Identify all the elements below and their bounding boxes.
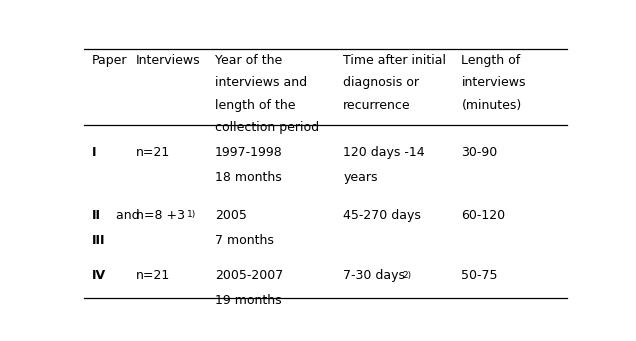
Text: length of the: length of the	[215, 99, 296, 112]
Text: and: and	[111, 209, 139, 222]
Text: interviews: interviews	[462, 76, 526, 89]
Text: 1): 1)	[187, 210, 196, 219]
Text: 1997-1998: 1997-1998	[215, 146, 283, 159]
Text: (minutes): (minutes)	[462, 99, 522, 112]
Text: 120 days -14: 120 days -14	[343, 146, 425, 159]
Text: recurrence: recurrence	[343, 99, 411, 112]
Text: Length of: Length of	[462, 54, 521, 67]
Text: 45-270 days: 45-270 days	[343, 209, 421, 222]
Text: diagnosis or: diagnosis or	[343, 76, 419, 89]
Text: years: years	[343, 171, 378, 184]
Text: I: I	[92, 146, 96, 159]
Text: 19 months: 19 months	[215, 294, 282, 307]
Text: Interviews: Interviews	[136, 54, 201, 67]
Text: interviews and: interviews and	[215, 76, 307, 89]
Text: Paper: Paper	[92, 54, 127, 67]
Text: III: III	[92, 234, 106, 247]
Text: n=8 +3: n=8 +3	[136, 209, 185, 222]
Text: collection period: collection period	[215, 121, 319, 134]
Text: 2005-2007: 2005-2007	[215, 269, 283, 282]
Text: Time after initial: Time after initial	[343, 54, 446, 67]
Text: n=21: n=21	[136, 269, 170, 282]
Text: II: II	[92, 209, 101, 222]
Text: Year of the: Year of the	[215, 54, 282, 67]
Text: 18 months: 18 months	[215, 171, 282, 184]
Text: IV: IV	[92, 269, 106, 282]
Text: 50-75: 50-75	[462, 269, 498, 282]
Text: 7-30 days: 7-30 days	[343, 269, 405, 282]
Text: 2): 2)	[403, 271, 411, 280]
Text: 30-90: 30-90	[462, 146, 498, 159]
Text: n=21: n=21	[136, 146, 170, 159]
Text: 2005: 2005	[215, 209, 247, 222]
Text: 7 months: 7 months	[215, 234, 274, 247]
Text: 60-120: 60-120	[462, 209, 506, 222]
